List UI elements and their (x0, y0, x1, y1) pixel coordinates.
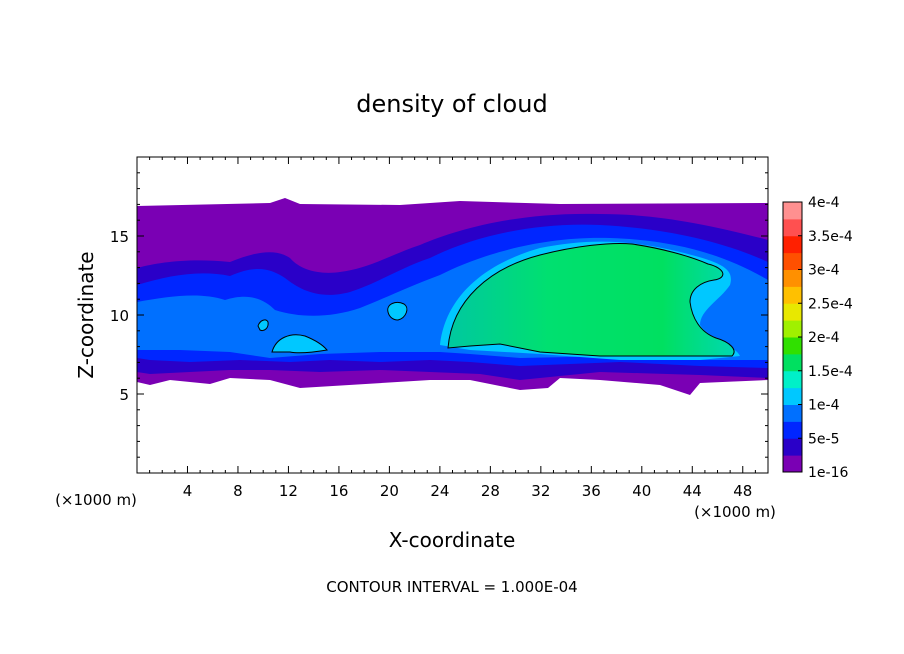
y-tick-label: 10 (110, 307, 129, 325)
x-tick-label: 40 (632, 482, 651, 500)
x-tick-label: 16 (329, 482, 348, 500)
x-axis-title: X-coordinate (389, 528, 516, 552)
y-tick-label: 15 (110, 228, 129, 246)
colorbar-swatch (783, 252, 802, 270)
colorbar-swatch (783, 404, 802, 422)
x-tick-label: 24 (430, 482, 449, 500)
colorbar-label: 3e-4 (808, 263, 840, 279)
colorbar-label: 2.5e-4 (808, 296, 853, 312)
x-tick-label: 28 (481, 482, 500, 500)
colorbar-label: 1.5e-4 (808, 364, 853, 380)
colorbar-label: 5e-5 (808, 431, 839, 447)
colorbar-swatch (783, 370, 802, 389)
x-tick-label: 8 (233, 482, 243, 500)
colorbar-label: 1e-16 (808, 465, 848, 481)
x-tick-label: 48 (733, 482, 752, 500)
core-high-density-region (447, 243, 735, 357)
x-tick-label: 36 (582, 482, 601, 500)
x-tick-label: 20 (380, 482, 399, 500)
colorbar-swatch (783, 421, 802, 439)
colorbar: 1e-16 5e-5 1e-4 1.5e-4 2e-4 2.5e-4 3e-4 3.5e-4 4… (782, 195, 853, 481)
colorbar-label: 1e-4 (808, 398, 840, 414)
x-tick-label: 32 (531, 482, 550, 500)
colorbar-swatch (783, 438, 802, 456)
x-tick-label: 44 (683, 482, 702, 500)
cloud-pocket-left (271, 334, 328, 354)
y-axis-unit-label: (×1000 m) (55, 491, 137, 509)
y-tick-label: 5 (119, 386, 129, 404)
colorbar-label: 2e-4 (808, 330, 840, 346)
colorbar-label: 3.5e-4 (808, 229, 853, 245)
colorbar-swatch (783, 387, 802, 405)
cloud-pocket-small (257, 319, 269, 331)
colorbar-swatch (783, 303, 802, 321)
x-axis-unit-label: (×1000 m) (694, 503, 776, 521)
chart-title: density of cloud (356, 90, 547, 118)
contour-interval-note: CONTOUR INTERVAL = 1.000E-04 (326, 578, 577, 596)
x-axis-ticks: 4 8 12 16 20 24 28 32 36 40 44 48 (149, 157, 756, 500)
colorbar-swatch (783, 269, 802, 287)
colorbar-swatch (783, 337, 802, 355)
y-axis-ticks: 5 10 15 (110, 172, 768, 458)
cloud-pocket-middle (387, 301, 408, 321)
colorbar-label: 4e-4 (808, 195, 840, 211)
colorbar-swatch (783, 455, 802, 473)
colorbar-swatch (783, 202, 802, 220)
colorbar-swatch (783, 286, 802, 304)
x-tick-label: 12 (279, 482, 298, 500)
density-field (137, 198, 768, 395)
colorbar-swatch (783, 218, 802, 237)
y-axis-title: Z-coordinate (74, 251, 98, 378)
colorbar-swatch (783, 235, 802, 254)
colorbar-swatch (783, 353, 802, 372)
x-tick-label: 4 (183, 482, 193, 500)
colorbar-swatch (783, 320, 802, 338)
